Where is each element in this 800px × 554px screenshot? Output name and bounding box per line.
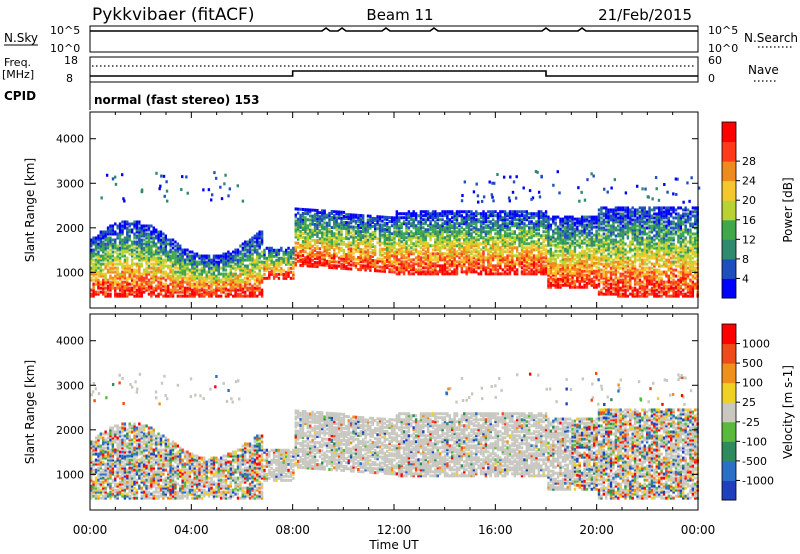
freq-panel: Freq. [MHz] 18 8 60 0 Nave (2, 54, 779, 85)
x-tick-label: 08:00 (275, 523, 310, 537)
freq-tick-bottom: 8 (66, 72, 73, 85)
nave-label: Nave (748, 63, 779, 77)
y-tick-label: 1000 (56, 266, 84, 279)
colorbar-label: Power [dB] (781, 177, 795, 242)
velocity-y-ticks: 1000 2000 3000 4000 (56, 335, 698, 481)
y-tick-label: 3000 (56, 177, 84, 190)
colorbar-segment (722, 258, 736, 279)
y-tick-label: 3000 (56, 379, 84, 392)
x-tick-label: 12:00 (377, 523, 412, 537)
velocity-cells (90, 371, 699, 500)
x-tick-labels: 00:00 04:00 08:00 12:00 16:00 20:00 00:00 (73, 523, 716, 537)
colorbar-segment (722, 180, 736, 201)
freq-unit-label: [MHz] (2, 68, 34, 81)
freq-tick-top: 18 (64, 54, 78, 67)
colorbar-segment (722, 219, 736, 240)
cpid-label: CPID (4, 89, 36, 103)
colorbar-segment (722, 161, 736, 182)
colorbar-tick-label: 28 (742, 155, 756, 168)
nsky-panel: N.Sky 10^5 10^0 10^5 10^0 N.Search (4, 24, 798, 55)
nave-tick-bottom: 0 (708, 72, 715, 85)
colorbar-label: Velocity [m s-1] (781, 365, 795, 459)
nsearch-tick-bottom: 10^0 (708, 42, 738, 55)
colorbar-segment (722, 382, 736, 403)
power-y-ticks: 1000 2000 3000 4000 (56, 133, 698, 279)
station-title: Pykkvibaer (fitACF) (92, 5, 254, 25)
colorbar-tick-label: 4 (742, 272, 749, 285)
colorbar-tick-label: 16 (742, 214, 756, 227)
colorbar-segment (722, 402, 736, 423)
beam-title: Beam 11 (366, 6, 433, 24)
nave-tick-top: 60 (708, 54, 722, 67)
colorbar-segment (722, 421, 736, 442)
date-title: 21/Feb/2015 (598, 6, 692, 24)
colorbar-segment (722, 200, 736, 221)
nsky-tick-bottom: 10^0 (50, 42, 80, 55)
nsky-label: N.Sky (4, 31, 38, 45)
colorbar-tick-label: -100 (742, 435, 767, 448)
velocity-panel: 1000 2000 3000 4000 Slant Range [km] (23, 313, 699, 511)
colorbar-segment (722, 460, 736, 481)
x-axis-label: Time UT (368, 538, 419, 552)
x-tick-label: 00:00 (73, 523, 108, 537)
y-tick-label: 4000 (56, 335, 84, 348)
cpid-panel: CPID normal (fast stereo) 153 (4, 82, 260, 110)
nsearch-tick-top: 10^5 (708, 24, 738, 37)
colorbar-segment (722, 324, 736, 345)
colorbar-tick-label: 20 (742, 194, 756, 207)
colorbar-tick-label: -500 (742, 455, 767, 468)
x-tick-label: 16:00 (478, 523, 513, 537)
colorbar-segment (722, 122, 736, 143)
x-tick-label: 00:00 (681, 523, 716, 537)
colorbar-tick-label: 25 (742, 396, 756, 409)
velocity-x-ticks (89, 314, 699, 510)
velocity-y-label: Slant Range [km] (23, 360, 37, 464)
colorbar-segment (722, 278, 736, 299)
nsearch-label: N.Search (744, 31, 798, 45)
y-tick-label: 4000 (56, 133, 84, 146)
power-colorbar: 4 8 12 16 20 24 28 Power [dB] (721, 121, 795, 299)
colorbar-segment (722, 363, 736, 384)
colorbar-tick-label: 100 (742, 377, 763, 390)
colorbar-tick-label: 24 (742, 175, 756, 188)
y-tick-label: 2000 (56, 424, 84, 437)
cpid-value: normal (fast stereo) 153 (94, 93, 260, 107)
colorbar-tick-label: -25 (742, 416, 760, 429)
colorbar-segment (722, 141, 736, 162)
y-tick-label: 1000 (56, 468, 84, 481)
colorbar-tick-label: 1000 (742, 338, 770, 351)
velocity-colorbar: 1000 500 100 25 -25 -100 -500 -1000 Velocity [m … (721, 323, 795, 501)
x-tick-label: 20:00 (579, 523, 614, 537)
colorbar-segment (722, 239, 736, 260)
y-tick-label: 2000 (56, 222, 84, 235)
nsky-tick-top: 10^5 (50, 24, 80, 37)
freq-label: Freq. (4, 56, 31, 69)
x-tick-label: 04:00 (174, 523, 209, 537)
freq-trace (90, 70, 698, 77)
nsky-trace (90, 27, 698, 32)
colorbar-tick-label: 8 (742, 253, 749, 266)
colorbar-segment (722, 480, 736, 501)
colorbar-segment (722, 343, 736, 364)
colorbar-tick-label: 12 (742, 233, 756, 246)
colorbar-tick-label: 500 (742, 357, 763, 370)
power-x-ticks (89, 112, 699, 308)
colorbar-tick-label: -1000 (742, 474, 774, 487)
power-cells (90, 170, 701, 298)
colorbar-segment (722, 441, 736, 462)
power-y-label: Slant Range [km] (23, 158, 37, 262)
power-panel: 1000 2000 3000 4000 Slant Range [km] (23, 111, 701, 309)
